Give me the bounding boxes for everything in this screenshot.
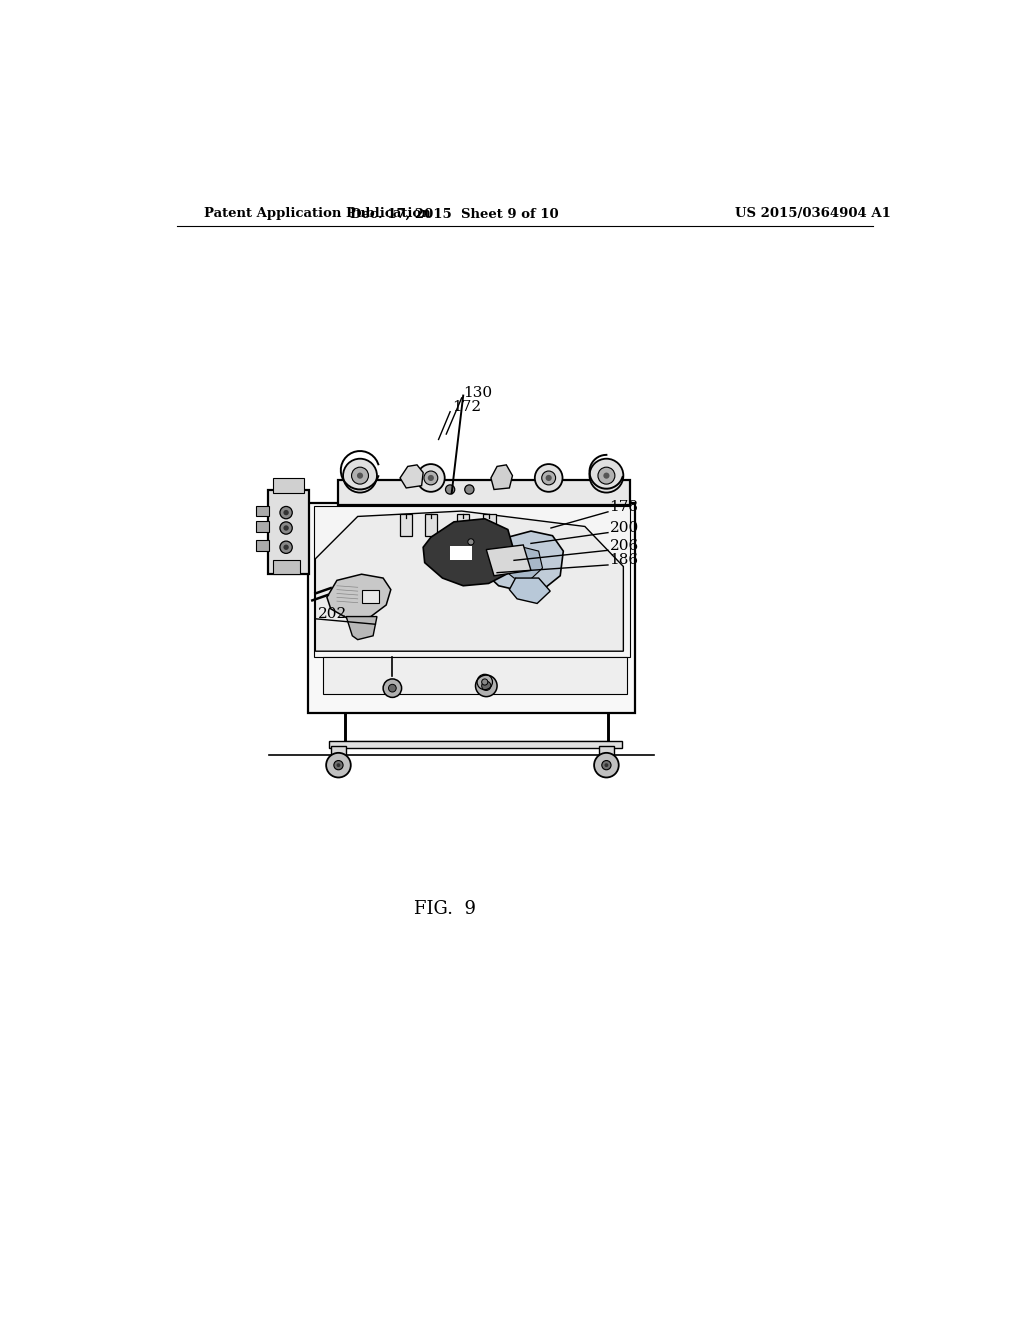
Bar [400, 515, 413, 536]
Circle shape [343, 458, 377, 492]
Bar [599, 746, 614, 755]
Circle shape [417, 465, 444, 492]
Bar [457, 515, 469, 536]
Bar [256, 506, 269, 516]
Polygon shape [486, 545, 531, 576]
Bar [256, 540, 269, 552]
Circle shape [481, 678, 487, 685]
Circle shape [383, 678, 401, 697]
Text: 178: 178 [609, 500, 639, 515]
Circle shape [542, 471, 556, 484]
Bar [273, 478, 304, 494]
Bar [256, 521, 269, 532]
Circle shape [284, 525, 289, 531]
Circle shape [424, 471, 438, 484]
Text: 172: 172 [452, 400, 481, 414]
Polygon shape [327, 574, 391, 619]
Text: 186: 186 [609, 553, 639, 568]
Circle shape [280, 521, 292, 535]
Circle shape [475, 675, 497, 697]
Text: 200: 200 [609, 521, 639, 535]
Circle shape [284, 510, 289, 515]
Text: US 2015/0364904 A1: US 2015/0364904 A1 [735, 207, 891, 220]
Polygon shape [400, 465, 423, 488]
Bar [273, 560, 300, 574]
Bar [331, 746, 346, 755]
Circle shape [280, 507, 292, 519]
Circle shape [284, 545, 289, 550]
Circle shape [594, 752, 618, 777]
Circle shape [590, 458, 624, 492]
Polygon shape [484, 531, 563, 591]
Polygon shape [423, 519, 514, 586]
Polygon shape [346, 616, 377, 640]
Circle shape [337, 763, 340, 767]
Polygon shape [490, 465, 512, 490]
Text: 206: 206 [609, 539, 639, 553]
Circle shape [351, 467, 369, 484]
Circle shape [326, 752, 351, 777]
Text: 130: 130 [463, 387, 493, 400]
Bar [339, 480, 630, 506]
Circle shape [535, 465, 562, 492]
Circle shape [357, 473, 364, 479]
Text: Patent Application Publication: Patent Application Publication [204, 207, 430, 220]
Circle shape [445, 484, 455, 494]
Circle shape [598, 467, 614, 484]
Circle shape [334, 760, 343, 770]
Text: FIG.  9: FIG. 9 [414, 900, 476, 919]
Bar [267, 490, 309, 574]
Circle shape [428, 475, 434, 480]
Polygon shape [315, 511, 624, 651]
Circle shape [388, 684, 396, 692]
Bar [313, 507, 630, 657]
Polygon shape [502, 548, 543, 581]
Circle shape [465, 484, 474, 494]
Circle shape [468, 539, 474, 545]
Bar [323, 657, 628, 693]
Bar [307, 503, 635, 713]
Bar [361, 590, 379, 603]
Circle shape [546, 475, 552, 480]
Bar [483, 515, 496, 536]
Circle shape [604, 763, 608, 767]
Bar [425, 515, 437, 536]
Circle shape [603, 473, 609, 479]
Polygon shape [509, 578, 550, 603]
Circle shape [481, 681, 490, 690]
Bar [451, 546, 472, 561]
Circle shape [602, 760, 611, 770]
Circle shape [280, 541, 292, 553]
Text: Dec. 17, 2015  Sheet 9 of 10: Dec. 17, 2015 Sheet 9 of 10 [349, 207, 558, 220]
Bar [330, 741, 622, 748]
Text: 202: 202 [317, 607, 347, 622]
